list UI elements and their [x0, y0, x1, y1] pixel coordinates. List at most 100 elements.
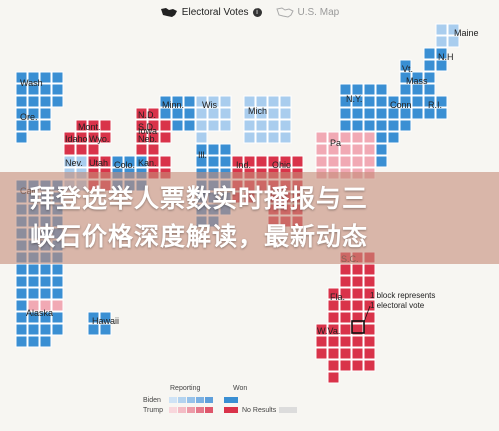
- electoral-vote-block: [195, 107, 208, 120]
- state-label: Kan.: [138, 158, 157, 168]
- electoral-vote-block: [51, 71, 64, 84]
- electoral-vote-block: [183, 95, 196, 108]
- electoral-vote-block: [87, 119, 100, 132]
- electoral-vote-block: [99, 311, 112, 324]
- electoral-vote-block: [447, 35, 460, 48]
- electoral-vote-block: [51, 95, 64, 108]
- electoral-vote-block: [363, 155, 376, 168]
- one-vote-sample-block: [351, 320, 365, 334]
- block-annotation: 1 block represents 1 electoral vote: [370, 291, 435, 311]
- electoral-vote-block: [219, 119, 232, 132]
- electoral-vote-block: [327, 311, 340, 324]
- us-map-toggle[interactable]: U.S. Map: [275, 7, 339, 18]
- electoral-vote-block: [423, 107, 436, 120]
- electoral-vote-block: [39, 71, 52, 84]
- annotation-leader-line: [363, 305, 371, 323]
- state-label: W.Va.: [317, 326, 340, 336]
- legend-swatch: [178, 397, 186, 403]
- electoral-vote-block: [375, 95, 388, 108]
- electoral-vote-block: [351, 143, 364, 156]
- electoral-vote-block: [27, 83, 40, 96]
- electoral-vote-block: [171, 119, 184, 132]
- electoral-vote-block: [363, 131, 376, 144]
- electoral-vote-block: [267, 95, 280, 108]
- electoral-vote-block: [15, 95, 28, 108]
- electoral-vote-block: [375, 107, 388, 120]
- legend-row-trump: Trump No Results: [143, 405, 298, 415]
- state-label: Neb.: [138, 134, 157, 144]
- state-label: Ind.: [236, 160, 251, 170]
- electoral-vote-block: [99, 323, 112, 336]
- electoral-vote-block: [159, 155, 172, 168]
- state-label: N.Y.: [346, 94, 362, 104]
- electoral-vote-block: [327, 347, 340, 360]
- electoral-vote-block: [351, 155, 364, 168]
- electoral-vote-block: [27, 263, 40, 276]
- electoral-vote-block: [327, 155, 340, 168]
- electoral-vote-block: [159, 95, 172, 108]
- electoral-vote-block: [207, 119, 220, 132]
- electoral-vote-block: [171, 107, 184, 120]
- legend-row-biden: Biden: [143, 395, 298, 405]
- electoral-vote-block: [363, 263, 376, 276]
- electoral-vote-block: [267, 155, 280, 168]
- electoral-vote-block: [327, 299, 340, 312]
- legend-swatch: [187, 407, 195, 413]
- electoral-vote-block: [75, 119, 88, 132]
- state-label: Hawaii: [92, 316, 119, 326]
- state-label: Alaska: [26, 308, 53, 318]
- electoral-vote-block: [435, 47, 448, 60]
- electoral-vote-block: [39, 323, 52, 336]
- state-label: R.I.: [428, 100, 442, 110]
- electoral-vote-block: [27, 71, 40, 84]
- electoral-vote-block: [39, 107, 52, 120]
- electoral-vote-block: [363, 311, 376, 324]
- electoral-vote-block: [243, 95, 256, 108]
- electoral-vote-block: [75, 155, 88, 168]
- electoral-vote-block: [423, 95, 436, 108]
- electoral-vote-block: [327, 323, 340, 336]
- state-label: Mont.: [78, 122, 101, 132]
- electoral-vote-block: [195, 143, 208, 156]
- electoral-vote-block: [351, 107, 364, 120]
- electoral-vote-block: [339, 347, 352, 360]
- electoral-votes-toggle[interactable]: Electoral Votes i: [160, 7, 262, 18]
- info-icon[interactable]: i: [252, 7, 262, 17]
- electoral-vote-block: [315, 155, 328, 168]
- electoral-vote-block: [39, 299, 52, 312]
- electoral-vote-block: [183, 107, 196, 120]
- electoral-vote-block: [99, 119, 112, 132]
- electoral-vote-block: [195, 95, 208, 108]
- electoral-vote-block: [315, 323, 328, 336]
- state-label: Utah: [89, 158, 108, 168]
- electoral-vote-block: [207, 143, 220, 156]
- legend-swatch: [169, 397, 177, 403]
- electoral-vote-block: [51, 263, 64, 276]
- electoral-vote-block: [387, 95, 400, 108]
- electoral-vote-block: [327, 131, 340, 144]
- electoral-vote-block: [15, 131, 28, 144]
- electoral-vote-block: [147, 143, 160, 156]
- electoral-vote-block: [327, 371, 340, 384]
- electoral-vote-block: [15, 275, 28, 288]
- electoral-vote-block: [51, 299, 64, 312]
- electoral-vote-block: [363, 107, 376, 120]
- electoral-vote-block: [63, 131, 76, 144]
- electoral-vote-block: [279, 95, 292, 108]
- electoral-vote-block: [435, 35, 448, 48]
- electoral-vote-block: [279, 155, 292, 168]
- electoral-vote-block: [399, 95, 412, 108]
- electoral-vote-block: [447, 23, 460, 36]
- state-label: Vt.: [402, 64, 413, 74]
- electoral-vote-block: [351, 83, 364, 96]
- electoral-vote-block: [99, 131, 112, 144]
- electoral-vote-block: [291, 155, 304, 168]
- electoral-vote-block: [51, 311, 64, 324]
- electoral-vote-block: [375, 119, 388, 132]
- electoral-vote-block: [147, 131, 160, 144]
- electoral-vote-block: [51, 287, 64, 300]
- electoral-vote-block: [339, 131, 352, 144]
- electoral-vote-block: [363, 119, 376, 132]
- electoral-vote-block: [15, 107, 28, 120]
- electoral-vote-block: [27, 335, 40, 348]
